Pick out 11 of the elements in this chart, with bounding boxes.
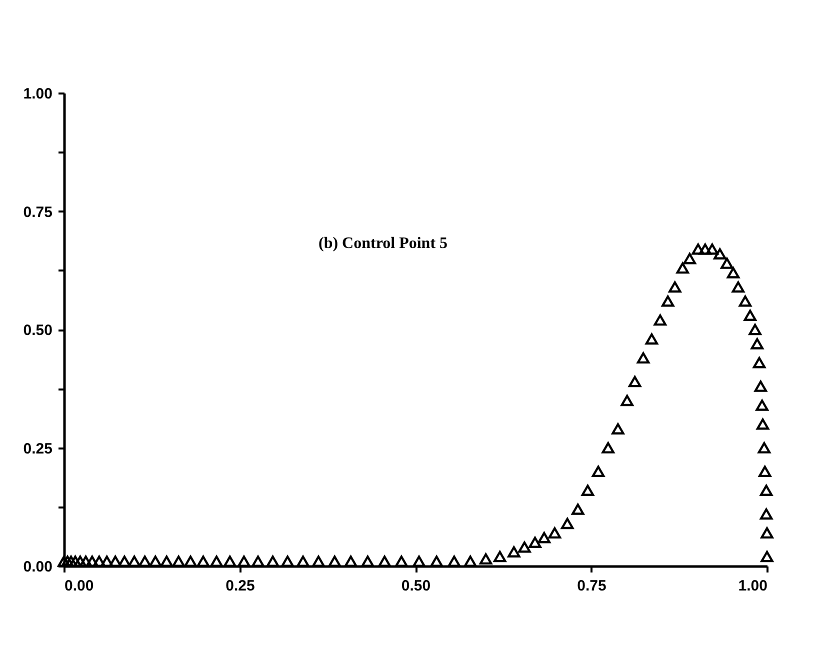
annotation: (b) Control Point 5	[318, 235, 448, 252]
x-tick-label: 0.25	[226, 578, 255, 594]
y-tick-label: 0.75	[23, 204, 52, 221]
y-tick-label: 0.25	[23, 440, 52, 458]
y-tick-label: 0.50	[23, 322, 52, 339]
x-tick-label: 1.00	[738, 578, 768, 594]
x-tick-label: 0.50	[401, 578, 431, 594]
x-tick-label: 0.75	[577, 578, 606, 594]
y-tick-label: 0.00	[23, 558, 52, 576]
x-tick-label: 0.00	[64, 578, 94, 594]
y-tick-label: 1.00	[23, 86, 52, 102]
